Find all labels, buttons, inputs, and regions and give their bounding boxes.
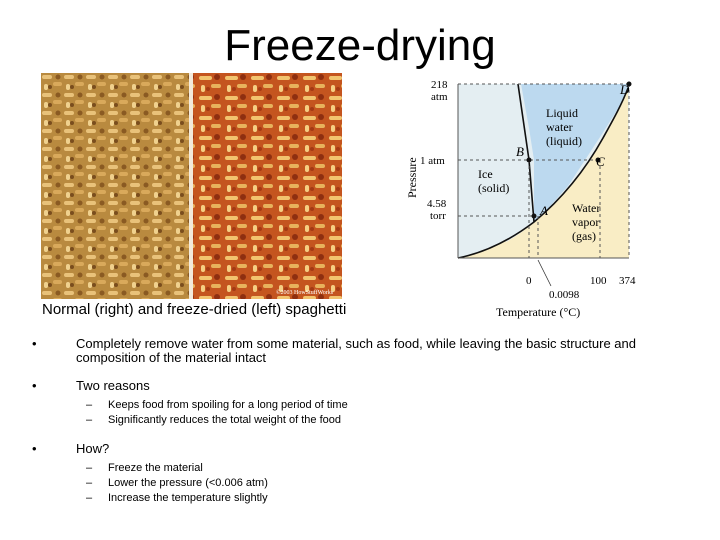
bullet-text: How? xyxy=(76,441,110,456)
y-tick-218-unit: atm xyxy=(431,91,448,103)
sub-bullet: – Significantly reduces the total weight… xyxy=(28,413,678,428)
liquid-label-3: (liquid) xyxy=(546,134,582,148)
sub-bullet: – Lower the pressure (<0.006 atm) xyxy=(28,476,678,491)
bullet-item: • Completely remove water from some mate… xyxy=(28,337,678,365)
bullet-text: Completely remove water from some materi… xyxy=(76,336,636,365)
sub-bullet-text: Increase the temperature slightly xyxy=(108,492,268,504)
sub-bullet-text: Lower the pressure (<0.006 atm) xyxy=(108,477,268,489)
liquid-label-2: water xyxy=(546,120,573,134)
y-axis-label: Pressure xyxy=(405,157,419,198)
sub-bullet: – Keeps food from spoiling for a long pe… xyxy=(28,398,678,413)
sub-bullet: – Freeze the material xyxy=(28,461,678,476)
y-tick-458-unit: torr xyxy=(430,210,446,222)
vapor-label-3: (gas) xyxy=(572,229,596,243)
triple-point-temp: 0.0098 xyxy=(549,289,580,301)
x-tick-0: 0 xyxy=(526,275,532,287)
bullet-dot: • xyxy=(32,441,37,456)
x-axis-label: Temperature (°C) xyxy=(496,305,580,319)
point-b-marker xyxy=(526,157,532,163)
point-d-label: D xyxy=(619,82,630,97)
point-a-label: A xyxy=(539,203,548,218)
bullet-item: • How? xyxy=(28,442,678,456)
y-tick-458: 4.58 xyxy=(427,198,447,210)
phase-diagram: A B C D Liquid water (liquid) Ice (solid… xyxy=(398,76,648,324)
bullet-text: Two reasons xyxy=(76,378,150,393)
y-tick-1atm: 1 atm xyxy=(420,155,445,167)
point-b-label: B xyxy=(516,144,524,159)
sub-bullet: – Increase the temperature slightly xyxy=(28,491,678,506)
x-tick-100: 100 xyxy=(590,275,607,287)
photo-credit: ©2003 HowStuffWorks xyxy=(276,289,334,296)
spaghetti-image: ©2003 HowStuffWorks xyxy=(41,73,342,299)
liquid-label-1: Liquid xyxy=(546,106,578,120)
sub-bullet-text: Keeps food from spoiling for a long peri… xyxy=(108,399,348,411)
solid-label-1: Ice xyxy=(478,167,493,181)
liquid-region xyxy=(518,84,629,234)
point-c-label: C xyxy=(596,154,605,169)
sub-bullet-text: Freeze the material xyxy=(108,462,203,474)
sub-bullet-dash: – xyxy=(86,492,93,504)
sub-bullet-dash: – xyxy=(86,414,93,426)
vapor-label-1: Water xyxy=(572,201,600,215)
sub-bullet-dash: – xyxy=(86,462,93,474)
point-d-marker xyxy=(626,81,632,87)
point-c-marker xyxy=(595,157,601,163)
spaghetti-photo: ©2003 HowStuffWorks xyxy=(41,73,342,299)
vaporization-curve xyxy=(457,87,629,259)
sub-bullet-dash: – xyxy=(86,399,93,411)
bullet-dot: • xyxy=(32,378,37,393)
slide-title: Freeze-drying xyxy=(224,21,496,70)
y-tick-218: 218 xyxy=(431,79,448,91)
vapor-label-2: vapor xyxy=(572,215,599,229)
vapor-region xyxy=(458,88,629,258)
sub-bullet-text: Significantly reduces the total weight o… xyxy=(108,414,341,426)
solid-label-2: (solid) xyxy=(478,181,509,195)
bullet-dot: • xyxy=(32,336,37,351)
x-tick-374: 374 xyxy=(619,275,636,287)
sub-bullet-dash: – xyxy=(86,477,93,489)
point-a-marker xyxy=(531,213,537,219)
bullet-item: • Two reasons xyxy=(28,379,678,393)
bullet-list: • Completely remove water from some mate… xyxy=(28,337,678,506)
photo-caption: Normal (right) and freeze-dried (left) s… xyxy=(42,301,347,318)
